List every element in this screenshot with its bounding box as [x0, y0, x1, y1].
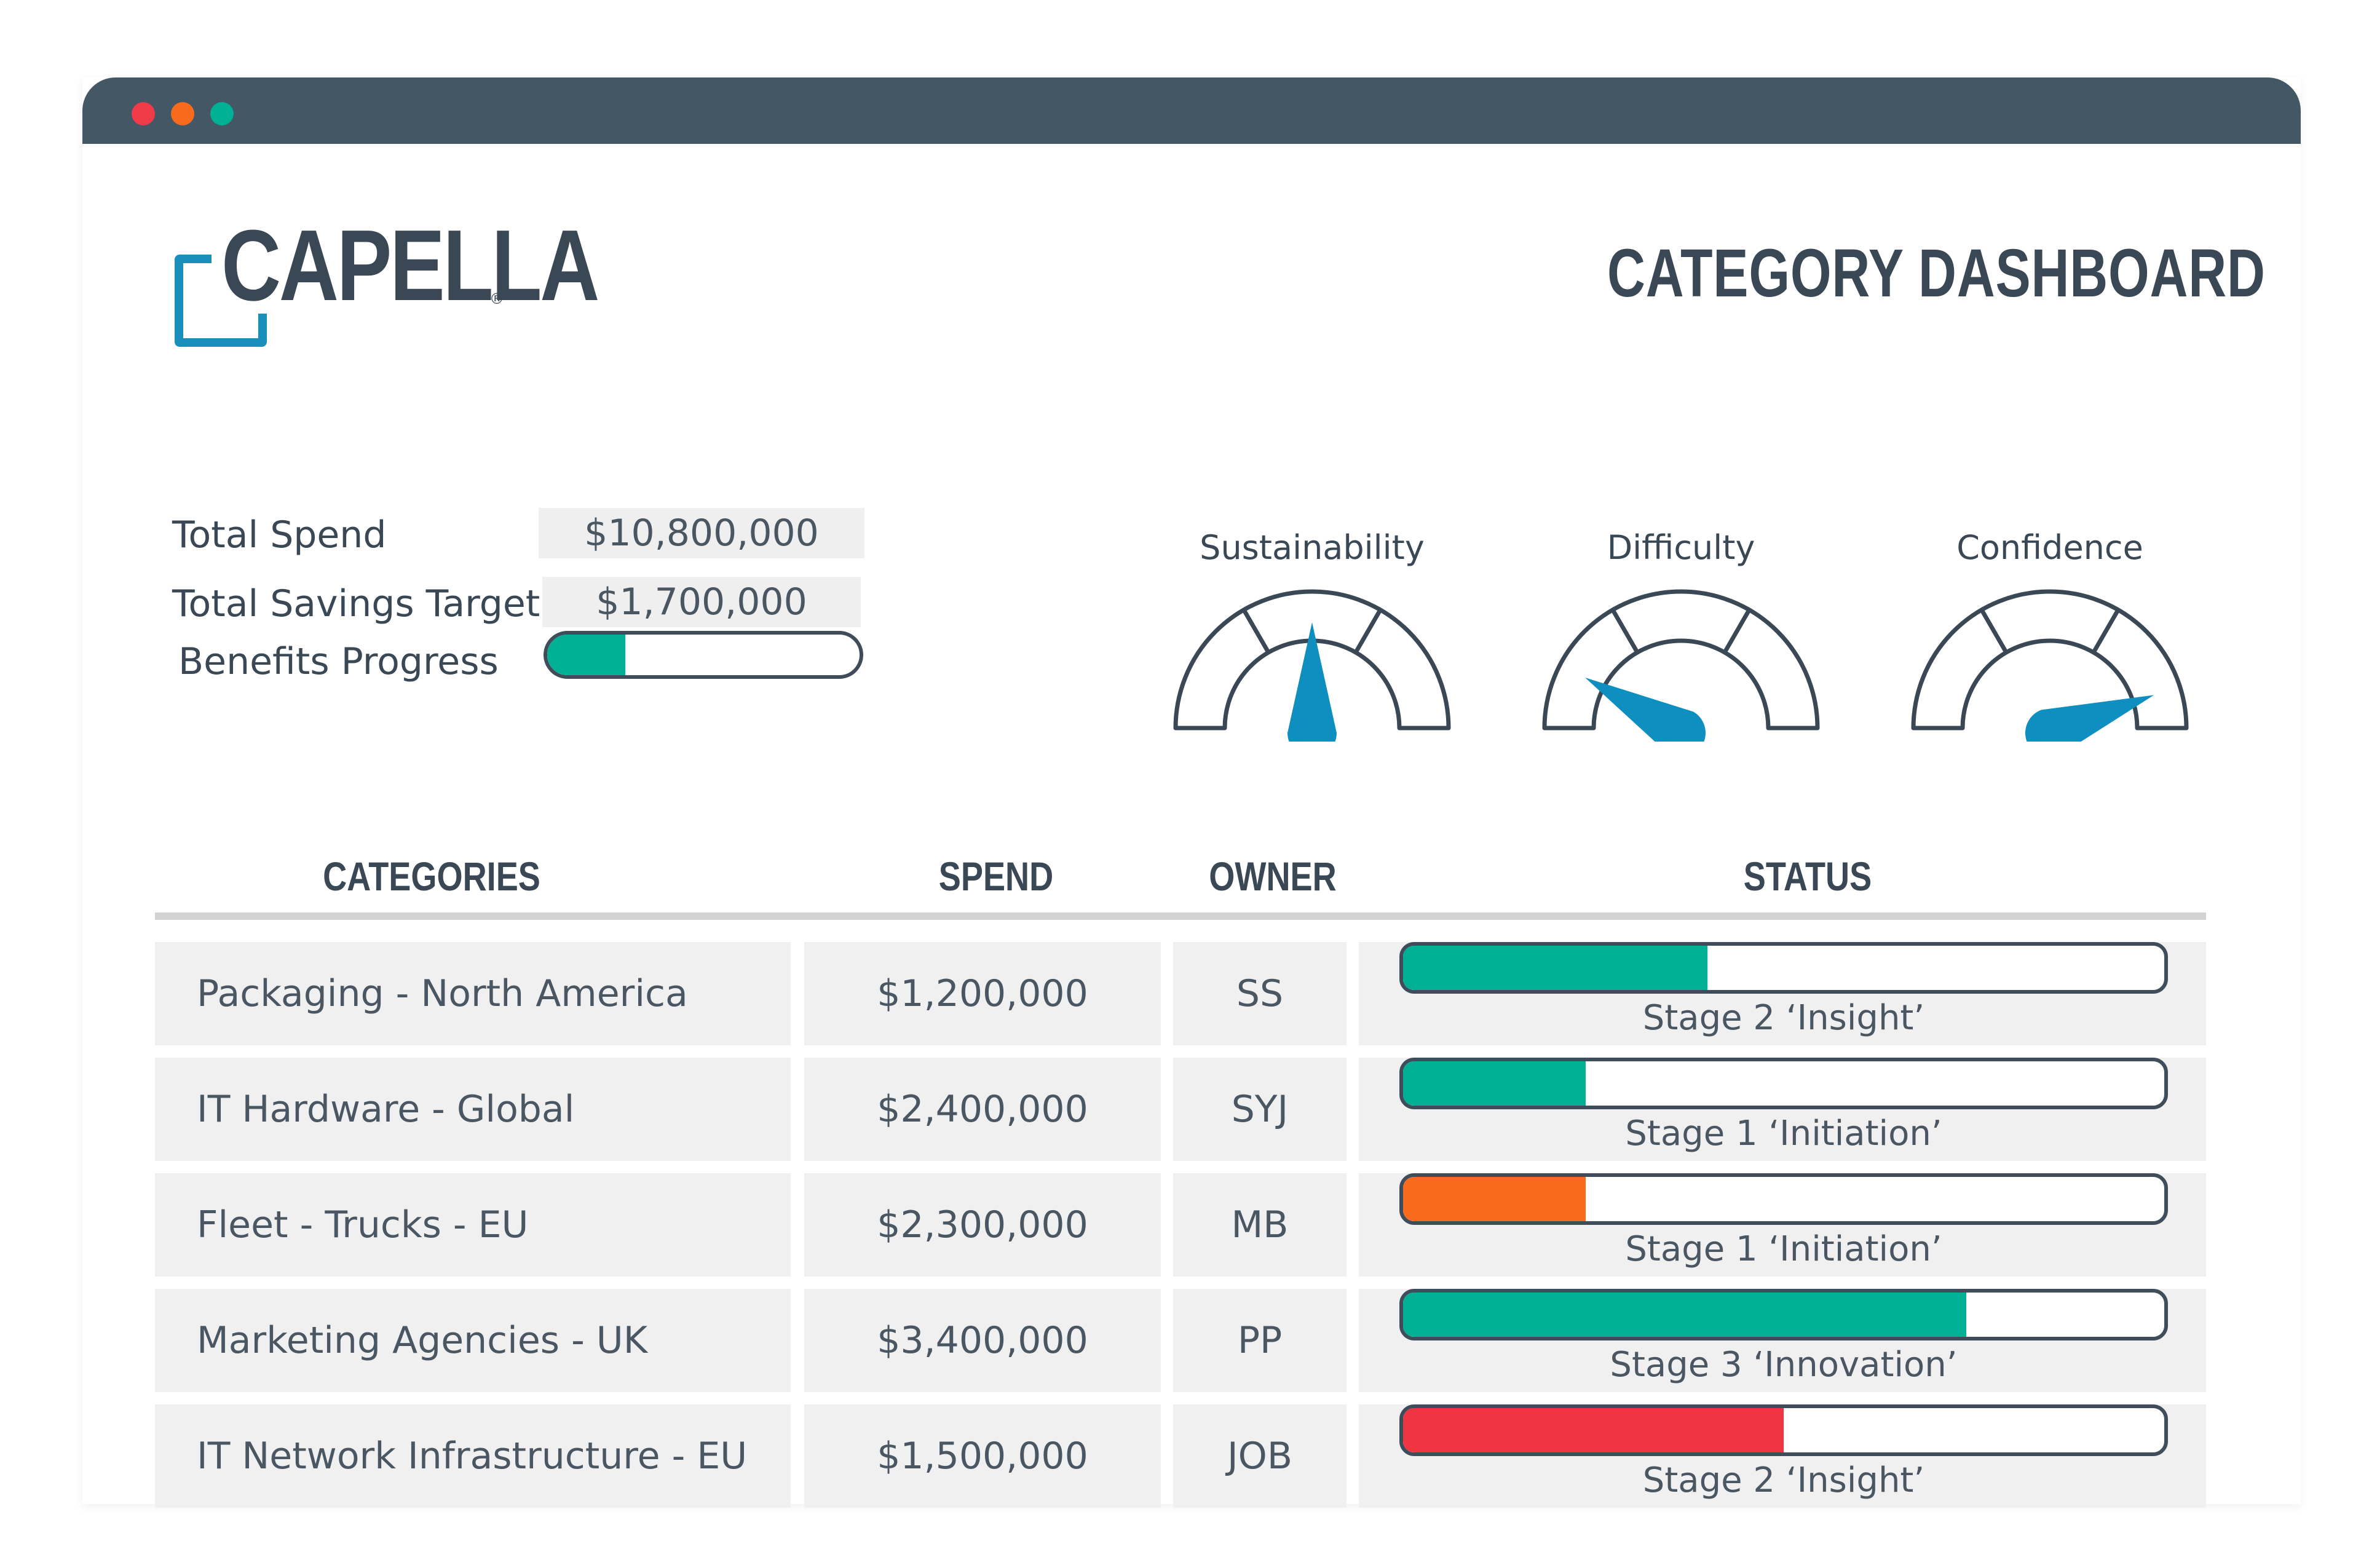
- status-label: Stage 1 ‘Initiation’: [1625, 1114, 1942, 1154]
- status-progress-bar: [1399, 1058, 2168, 1109]
- status-cell: Stage 1 ‘Initiation’: [1359, 1058, 2206, 1161]
- gauge-dial-icon: [1911, 589, 2189, 742]
- difficulty-label: Difficulty: [1607, 528, 1755, 567]
- category-cell: Marketing Agencies - UK: [155, 1289, 791, 1392]
- spend-cell: $2,300,000: [804, 1173, 1161, 1277]
- status-progress-fill: [1403, 946, 1708, 990]
- status-progress-fill: [1403, 1177, 1586, 1221]
- status-progress-bar: [1399, 1173, 2168, 1225]
- category-cell: IT Hardware - Global: [155, 1058, 791, 1161]
- sustainability-gauge: Sustainability: [1171, 528, 1453, 742]
- owner-cell: JOB: [1173, 1404, 1347, 1508]
- page-title: CATEGORY DASHBOARD: [1607, 236, 2266, 311]
- category-cell: Fleet - Trucks - EU: [155, 1173, 791, 1277]
- status-progress-bar: [1399, 1404, 2168, 1456]
- owner-cell: PP: [1173, 1289, 1347, 1392]
- app-window: CAPELLA ® CATEGORY DASHBOARD Total Spend…: [82, 77, 2301, 1508]
- benefits-progress-bar: [544, 631, 863, 679]
- owner-cell: SS: [1173, 942, 1347, 1045]
- title-bar: [82, 77, 2301, 144]
- registered-mark: ®: [489, 290, 504, 307]
- gauge-dial-icon: [1542, 589, 1820, 742]
- status-label: Stage 2 ‘Insight’: [1642, 998, 1925, 1038]
- status-label: Stage 2 ‘Insight’: [1642, 1460, 1925, 1500]
- benefits-progress-label: Benefits Progress: [178, 640, 499, 683]
- spend-cell: $1,500,000: [804, 1404, 1161, 1508]
- minimize-window-button[interactable]: [171, 102, 194, 125]
- total-spend-value: $10,800,000: [539, 508, 864, 558]
- owner-cell: MB: [1173, 1173, 1347, 1277]
- logo-text: CAPELLA: [221, 209, 599, 322]
- status-progress-fill: [1403, 1408, 1784, 1452]
- close-window-button[interactable]: [132, 102, 155, 125]
- status-cell: Stage 1 ‘Initiation’: [1359, 1173, 2206, 1277]
- spend-cell: $2,400,000: [804, 1058, 1161, 1161]
- total-spend-label: Total Spend: [172, 513, 387, 556]
- savings-target-value: $1,700,000: [542, 577, 861, 627]
- savings-target-label: Total Savings Target: [172, 582, 540, 625]
- spend-cell: $1,200,000: [804, 942, 1161, 1045]
- confidence-gauge: Confidence: [1908, 528, 2191, 742]
- column-header-status: STATUS: [1743, 853, 1872, 899]
- status-cell: Stage 3 ‘Innovation’: [1359, 1289, 2206, 1392]
- status-label: Stage 3 ‘Innovation’: [1610, 1345, 1958, 1385]
- owner-cell: SYJ: [1173, 1058, 1347, 1161]
- header-divider: [155, 913, 2206, 920]
- column-header-owner: OWNER: [1209, 853, 1337, 899]
- spend-cell: $3,400,000: [804, 1289, 1161, 1392]
- status-label: Stage 1 ‘Initiation’: [1625, 1229, 1942, 1269]
- maximize-window-button[interactable]: [210, 102, 234, 125]
- category-cell: Packaging - North America: [155, 942, 791, 1045]
- status-progress-bar: [1399, 1289, 2168, 1340]
- confidence-label: Confidence: [1956, 528, 2143, 567]
- difficulty-gauge: Difficulty: [1540, 528, 1822, 742]
- column-header-categories: CATEGORIES: [323, 853, 540, 899]
- status-progress-fill: [1403, 1061, 1586, 1106]
- status-progress-bar: [1399, 942, 2168, 994]
- capella-logo: CAPELLA ®: [175, 215, 599, 365]
- gauge-dial-icon: [1173, 589, 1451, 742]
- sustainability-label: Sustainability: [1200, 528, 1425, 567]
- column-header-spend: SPEND: [938, 853, 1054, 899]
- benefits-progress-fill: [547, 635, 625, 675]
- status-progress-fill: [1403, 1293, 1967, 1337]
- status-cell: Stage 2 ‘Insight’: [1359, 942, 2206, 1045]
- dashboard-content: CAPELLA ® CATEGORY DASHBOARD Total Spend…: [82, 144, 2301, 1508]
- category-cell: IT Network Infrastructure - EU: [155, 1404, 791, 1508]
- status-cell: Stage 2 ‘Insight’: [1359, 1404, 2206, 1508]
